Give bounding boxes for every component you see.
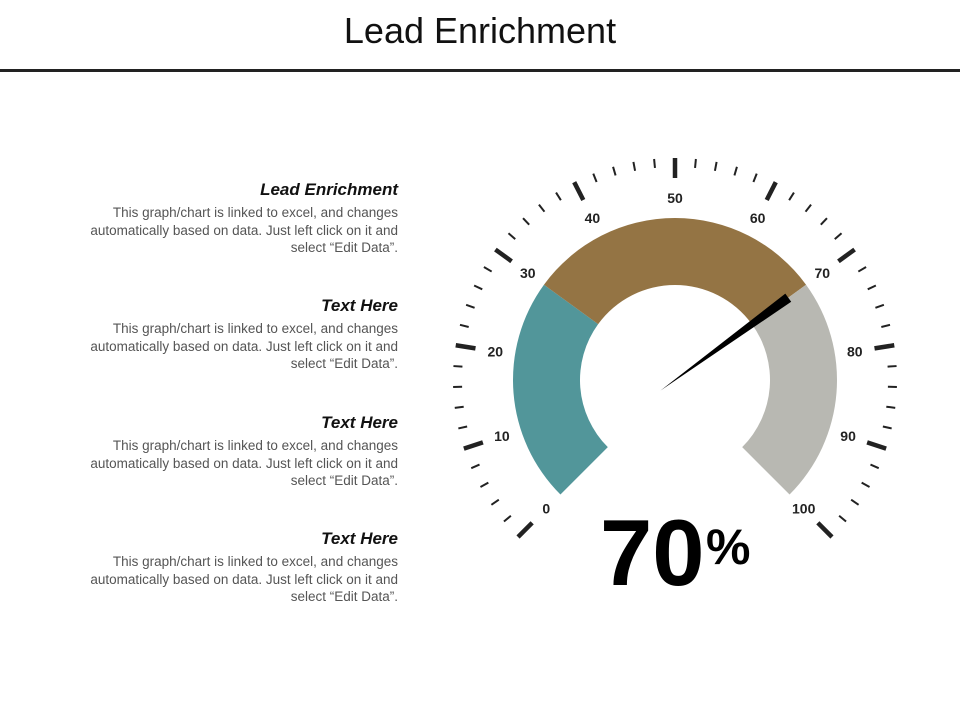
minor-tick <box>881 323 891 328</box>
minor-tick <box>555 192 562 201</box>
minor-tick <box>788 192 795 201</box>
minor-tick <box>733 166 738 176</box>
gauge-ticks <box>453 158 897 539</box>
major-tick <box>816 521 834 539</box>
block-body: This graph/chart is linked to excel, and… <box>90 554 398 604</box>
text-block-3: Text Here This graph/chart is linked to … <box>60 413 398 490</box>
minor-tick <box>861 481 871 488</box>
minor-tick <box>458 425 468 430</box>
page-title: Lead Enrichment <box>343 10 617 51</box>
minor-tick <box>804 203 812 213</box>
major-tick <box>572 181 586 202</box>
minor-tick <box>875 303 885 309</box>
minor-tick <box>820 217 828 226</box>
title-divider <box>0 69 960 72</box>
gauge-needle-group <box>660 293 792 391</box>
tick-label-80: 80 <box>847 344 863 360</box>
minor-tick <box>490 498 500 506</box>
gauge-bands <box>513 218 837 495</box>
tick-label-60: 60 <box>750 210 766 226</box>
minor-tick <box>834 232 843 240</box>
minor-tick <box>453 365 463 368</box>
minor-tick <box>867 284 877 291</box>
text-block-4: Text Here This graph/chart is linked to … <box>60 529 398 606</box>
text-block-2: Text Here This graph/chart is linked to … <box>60 296 398 373</box>
tick-label-10: 10 <box>494 428 510 444</box>
tick-label-70: 70 <box>814 265 830 281</box>
gauge-unit: % <box>706 519 751 575</box>
tick-label-20: 20 <box>487 344 503 360</box>
block-heading: Text Here <box>321 296 398 315</box>
major-tick <box>455 343 476 351</box>
minor-tick <box>850 498 860 506</box>
block-heading: Text Here <box>321 413 398 432</box>
minor-tick <box>538 203 546 213</box>
minor-tick <box>886 405 896 409</box>
minor-tick <box>632 161 637 171</box>
tick-label-50: 50 <box>667 190 683 206</box>
major-tick <box>866 440 887 451</box>
minor-tick <box>470 463 480 470</box>
block-body: This graph/chart is linked to excel, and… <box>90 205 398 255</box>
minor-tick <box>694 158 697 169</box>
minor-tick <box>465 303 475 309</box>
minor-tick <box>454 405 464 409</box>
gauge-band-0 <box>513 284 608 495</box>
gauge-tick-labels: 0 10 20 30 40 50 60 70 80 90 100 <box>487 190 862 517</box>
minor-tick <box>479 481 489 488</box>
gauge-band-2 <box>742 284 837 495</box>
tick-label-100: 100 <box>792 501 816 517</box>
minor-tick <box>882 425 892 430</box>
block-body: This graph/chart is linked to excel, and… <box>90 438 398 488</box>
major-tick <box>837 247 856 264</box>
major-tick <box>463 440 484 451</box>
minor-tick <box>522 217 530 226</box>
minor-tick <box>503 515 512 523</box>
minor-tick <box>592 173 598 183</box>
minor-tick <box>870 463 880 470</box>
tick-label-0: 0 <box>542 501 550 517</box>
block-body: This graph/chart is linked to excel, and… <box>90 321 398 371</box>
minor-tick <box>752 173 758 183</box>
minor-tick <box>612 166 617 176</box>
gauge-band-1 <box>543 218 807 325</box>
minor-tick <box>857 266 867 273</box>
minor-tick <box>887 365 897 368</box>
tick-label-30: 30 <box>520 265 536 281</box>
major-tick <box>494 247 513 264</box>
major-tick <box>874 343 895 351</box>
tick-label-90: 90 <box>840 428 856 444</box>
gauge-needle <box>660 293 792 391</box>
minor-tick <box>713 161 718 171</box>
major-tick <box>764 181 778 202</box>
gauge-value: 70 <box>600 500 705 605</box>
block-heading: Text Here <box>321 529 398 548</box>
minor-tick <box>483 266 493 273</box>
block-heading: Lead Enrichment <box>260 180 398 199</box>
major-tick <box>516 521 534 539</box>
tick-label-40: 40 <box>585 210 601 226</box>
minor-tick <box>507 232 516 240</box>
minor-tick <box>473 284 483 291</box>
text-block-lead-enrichment: Lead Enrichment This graph/chart is link… <box>60 180 398 257</box>
minor-tick <box>653 158 656 169</box>
minor-tick <box>459 323 469 328</box>
minor-tick <box>838 515 847 523</box>
